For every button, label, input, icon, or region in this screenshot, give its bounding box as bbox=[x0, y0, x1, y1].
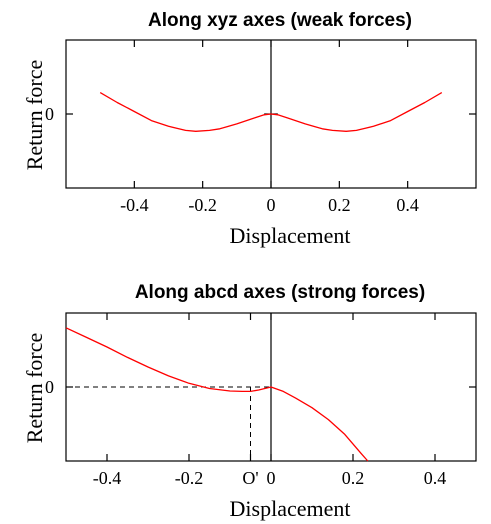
series-line bbox=[65, 327, 369, 462]
x-tick-label: 0 bbox=[267, 195, 276, 215]
x-tick-label: O' bbox=[242, 468, 258, 488]
x-tick-label: 0.2 bbox=[328, 195, 351, 215]
x-tick-label: 0.4 bbox=[424, 468, 447, 488]
x-tick-label: 0.2 bbox=[342, 468, 365, 488]
x-tick-label: 0 bbox=[267, 468, 276, 488]
chart-title: Along abcd axes (strong forces) bbox=[135, 282, 425, 303]
chart-weak-forces: Along xyz axes (weak forces) Return forc… bbox=[22, 10, 477, 248]
x-axis-label: Displacement bbox=[230, 496, 351, 521]
x-tick-label: -0.4 bbox=[93, 468, 122, 488]
y-tick-label: 0 bbox=[45, 377, 54, 397]
x-tick-label: -0.2 bbox=[175, 468, 204, 488]
y-tick-label: 0 bbox=[45, 104, 54, 124]
chart-strong-forces: Along abcd axes (strong forces) Return f… bbox=[22, 282, 477, 521]
chart-title: Along xyz axes (weak forces) bbox=[148, 10, 412, 31]
x-axis-label: Displacement bbox=[230, 223, 351, 248]
x-tick-label: 0.4 bbox=[396, 195, 419, 215]
y-axis-label: Return force bbox=[22, 333, 47, 444]
series-line bbox=[99, 92, 443, 132]
x-tick-label: -0.4 bbox=[120, 195, 149, 215]
x-tick-label: -0.2 bbox=[188, 195, 217, 215]
y-axis-label: Return force bbox=[22, 60, 47, 171]
